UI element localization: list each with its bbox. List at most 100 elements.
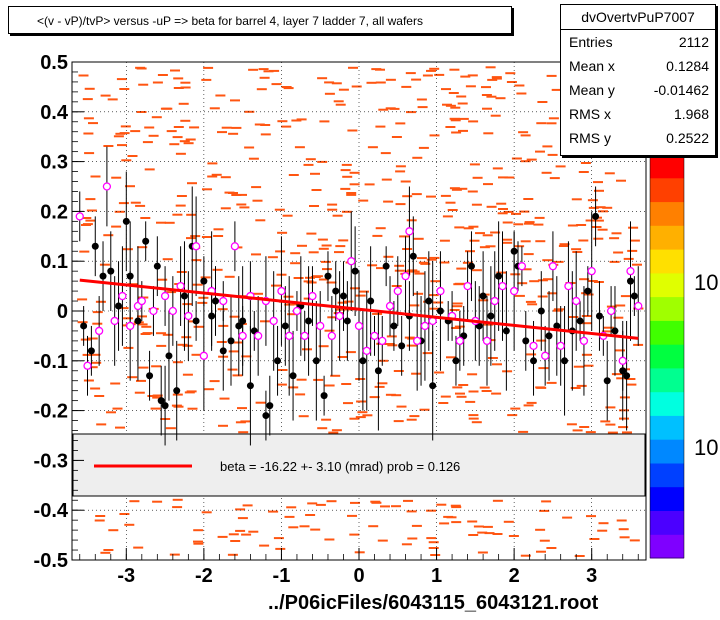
magenta-point	[509, 286, 519, 296]
heat-cell	[520, 554, 531, 557]
heat-cell	[448, 92, 459, 94]
heat-cell	[179, 140, 190, 143]
heat-cell	[129, 500, 140, 503]
heat-cell	[124, 523, 135, 526]
heat-cell	[297, 244, 307, 247]
heat-cell	[523, 404, 534, 407]
heat-cell	[451, 521, 462, 524]
heat-cell	[113, 135, 124, 138]
heat-cell	[362, 414, 373, 417]
heat-cell	[305, 514, 316, 516]
heat-cell	[218, 424, 228, 427]
heat-cell	[197, 301, 208, 304]
heat-cell	[402, 195, 413, 198]
heat-cell	[413, 237, 424, 240]
black-point	[429, 382, 437, 390]
x-tick-label: -2	[195, 565, 213, 587]
heat-cell	[186, 213, 197, 216]
heat-cell	[454, 226, 465, 229]
heat-cell	[260, 133, 271, 136]
heat-cell	[83, 117, 94, 120]
heat-cell	[115, 426, 125, 429]
heat-cell	[346, 193, 357, 196]
heat-cell	[535, 150, 545, 153]
heat-cell	[175, 152, 186, 155]
black-point	[266, 402, 274, 410]
heat-cell	[481, 86, 491, 89]
heat-cell	[502, 221, 513, 224]
heat-cell	[342, 175, 353, 178]
heat-cell	[380, 505, 390, 508]
black-point	[452, 357, 460, 365]
heat-cell	[224, 275, 235, 278]
heat-cell	[570, 387, 581, 389]
heat-cell	[445, 201, 456, 204]
heat-cell	[283, 87, 294, 90]
heat-cell	[585, 219, 596, 222]
heat-cell	[395, 122, 406, 125]
heat-cell	[458, 117, 469, 120]
heat-cell	[333, 100, 344, 103]
heat-cell	[451, 188, 462, 191]
heat-cell	[619, 417, 629, 420]
black-point	[320, 392, 328, 400]
heat-cell	[491, 392, 502, 395]
heat-cell	[505, 72, 516, 75]
heat-cell	[536, 122, 547, 125]
heat-cell	[547, 153, 558, 156]
heat-cell	[338, 88, 349, 91]
heat-cell	[542, 259, 553, 262]
heat-cell	[473, 525, 484, 528]
heat-cell	[282, 214, 293, 217]
black-point	[576, 317, 584, 325]
heat-cell	[260, 320, 270, 323]
heat-cell	[426, 258, 437, 261]
heat-cell	[296, 378, 307, 381]
heat-cell	[580, 162, 591, 164]
black-point	[126, 272, 134, 280]
heat-cell	[288, 526, 299, 529]
heat-cell	[526, 401, 537, 404]
heat-cell	[173, 126, 184, 128]
heat-cell	[324, 329, 335, 332]
heat-cell	[468, 120, 479, 123]
heat-cell	[241, 355, 252, 358]
heat-cell	[95, 300, 106, 303]
magenta-point	[316, 321, 325, 331]
magenta-point	[219, 296, 228, 306]
heat-cell	[583, 364, 594, 367]
heat-cell	[568, 316, 579, 318]
heat-cell	[538, 367, 549, 370]
magenta-point	[254, 331, 263, 341]
heat-cell	[271, 83, 282, 86]
heat-cell	[483, 323, 494, 326]
heat-cell	[114, 210, 125, 213]
stats-row-entries: Entries 2112	[569, 34, 709, 50]
heat-cell	[384, 343, 395, 345]
heat-cell	[119, 88, 130, 90]
heat-cell	[393, 420, 404, 423]
heat-cell	[119, 132, 130, 135]
heat-cell	[527, 303, 538, 306]
y-tick-label: 0.1	[40, 251, 68, 273]
magenta-point	[118, 291, 127, 301]
heat-cell	[627, 249, 638, 252]
heat-cell	[94, 395, 105, 397]
heat-cell	[275, 547, 286, 550]
heat-cell	[502, 238, 513, 241]
heat-cell	[449, 68, 460, 71]
heat-cell	[619, 536, 630, 539]
heat-cell	[588, 206, 599, 209]
heat-cell	[335, 245, 346, 248]
heat-cell	[591, 226, 602, 228]
palette-cell	[650, 272, 684, 298]
heat-cell	[160, 107, 171, 110]
heat-cell	[520, 134, 531, 137]
heat-cell	[484, 532, 495, 535]
heat-cell	[583, 293, 594, 296]
magenta-point	[191, 242, 201, 251]
black-point	[324, 272, 332, 280]
heat-cell	[79, 250, 90, 253]
heat-cell	[409, 304, 420, 307]
heat-cell	[598, 210, 608, 213]
